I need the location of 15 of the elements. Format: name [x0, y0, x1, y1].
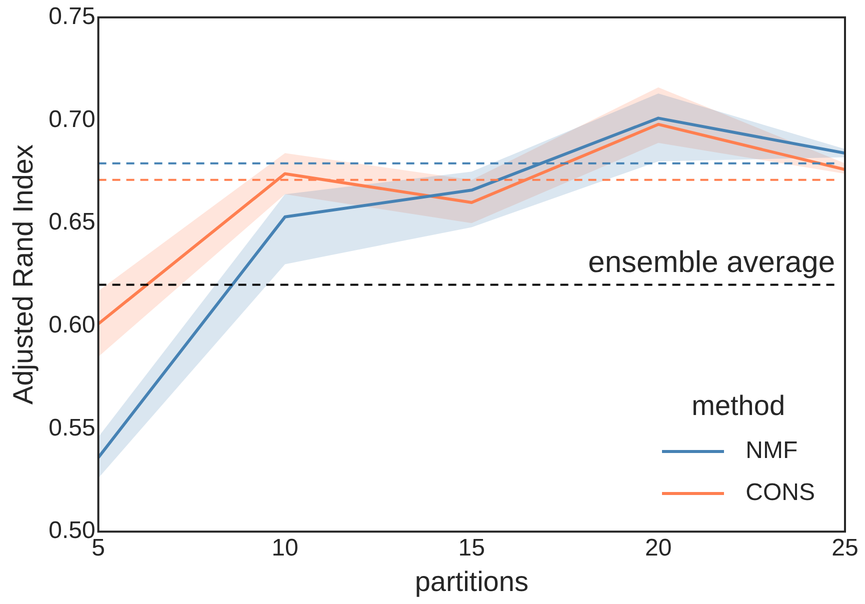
x-tick-label: 10	[272, 534, 298, 562]
legend-title: method	[690, 390, 786, 422]
legend-label: NMF	[746, 437, 798, 465]
x-tick-label: 20	[644, 534, 672, 562]
y-tick-label: 0.60	[48, 312, 96, 339]
legend-label: CONS	[746, 479, 815, 507]
ref-line-label: ensemble average	[588, 246, 835, 280]
y-tick-label: 0.65	[48, 208, 96, 236]
x-tick-label: 15	[458, 534, 486, 562]
y-tick-label: 0.75	[48, 3, 96, 30]
x-tick-label: 25	[832, 534, 858, 562]
x-axis-title: partitions	[414, 566, 528, 597]
y-tick-label: 0.70	[48, 106, 96, 133]
y-tick-label: 0.55	[48, 414, 96, 442]
y-axis-title: Adjusted Rand Index	[8, 144, 39, 404]
